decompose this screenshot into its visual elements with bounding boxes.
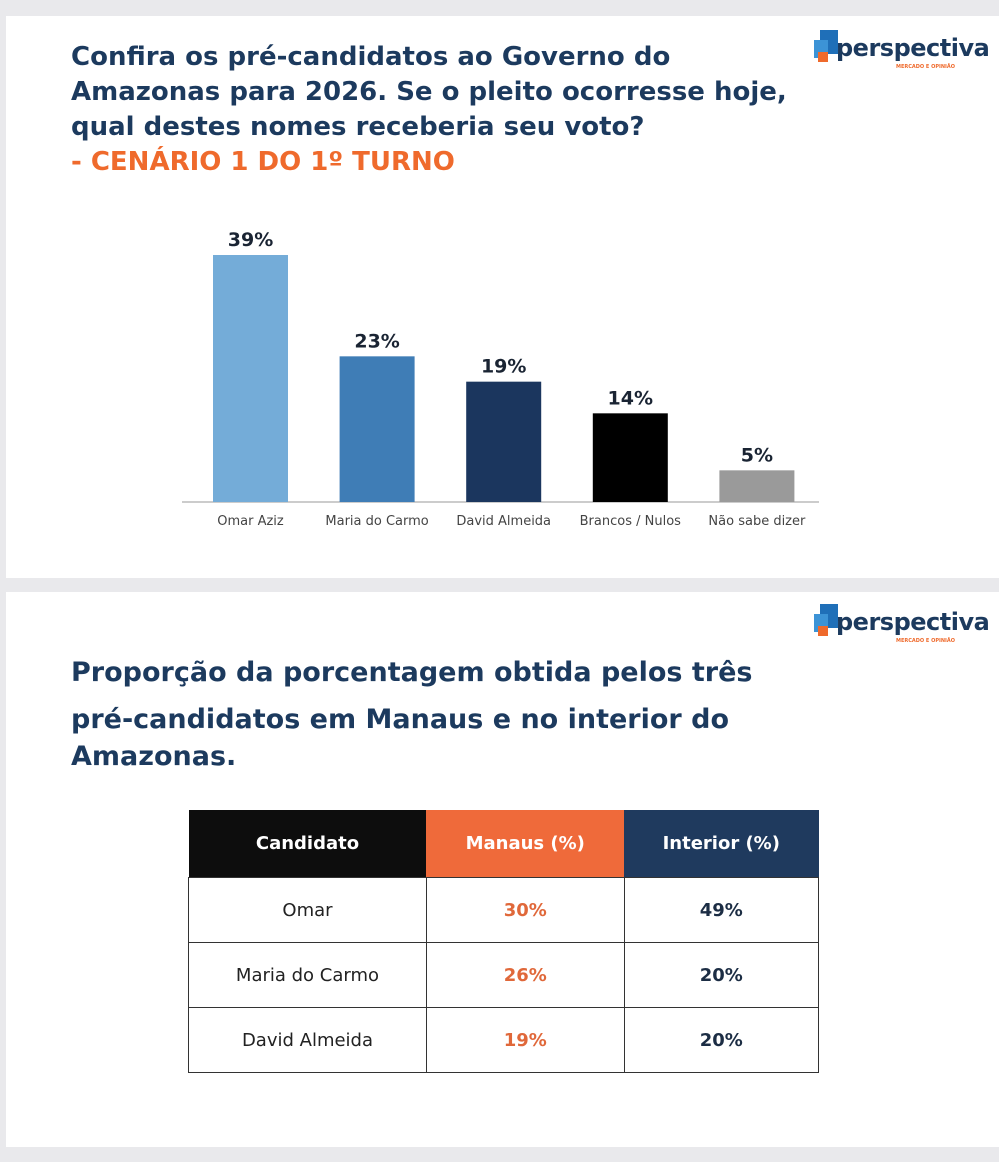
data-label: 19% [481,356,526,378]
chart-panel: Confira os pré-candidatos ao Governo do … [6,16,999,578]
cell-manaus: 19% [425,1007,625,1073]
bar [466,381,542,502]
category-label: Omar Aziz [217,514,284,529]
chart-title: Confira os pré-candidatos ao Governo do … [71,40,787,180]
cell-manaus: 26% [425,942,625,1008]
title-line: Proporção da porcentagem obtida pelos tr… [71,657,753,688]
cell-interior: 20% [623,942,820,1008]
data-label: 23% [354,330,399,352]
scenario-subtitle: - CENÁRIO 1 DO 1º TURNO [71,147,455,177]
title-line: pré-candidatos em Manaus e no interior d… [71,704,730,735]
title-line: Confira os pré-candidatos ao Governo do [71,42,671,72]
table-row: Maria do Carmo 26% 20% [188,942,820,1008]
cell-interior: 20% [623,1007,820,1073]
table-row: David Almeida 19% 20% [188,1007,820,1073]
perspectiva-logo: perspectiva MERCADO E OPINIÃO [814,26,990,76]
cell-candidate: David Almeida [188,1007,427,1073]
bar [213,255,288,502]
header-manaus: Manaus (%) [426,810,625,878]
title-line: qual destes nomes receberia seu voto? [71,112,645,142]
perspectiva-logo: perspectiva MERCADO E OPINIÃO [814,600,990,650]
data-label: 5% [741,444,773,466]
header-interior: Interior (%) [624,810,819,878]
cell-manaus: 30% [425,877,625,943]
bar [592,413,668,502]
cell-interior: 49% [623,877,820,943]
table-row: Omar 30% 49% [188,877,820,943]
bar [339,356,415,502]
data-label: 39% [228,229,273,251]
bar-chart: 39% Omar Aziz 23% Maria do Carmo 19% David Al… [182,229,819,529]
category-label: Brancos / Nulos [580,514,682,529]
title-line: Amazonas. [71,741,237,772]
category-label: Não sabe dizer [708,514,806,529]
category-label: David Almeida [456,514,551,529]
data-label: 14% [608,387,653,409]
header-candidato: Candidato [188,810,427,878]
table-title: Proporção da porcentagem obtida pelos tr… [71,648,753,772]
category-label: Maria do Carmo [325,514,428,529]
cell-candidate: Maria do Carmo [188,942,427,1008]
table-panel: perspectiva MERCADO E OPINIÃO Proporção d… [6,592,999,1147]
results-table: Candidato Manaus (%) Interior (%) Omar 30… [188,810,820,1073]
title-line: Amazonas para 2026. Se o pleito ocorress… [71,77,787,107]
bar [719,470,795,502]
cell-candidate: Omar [188,877,427,943]
